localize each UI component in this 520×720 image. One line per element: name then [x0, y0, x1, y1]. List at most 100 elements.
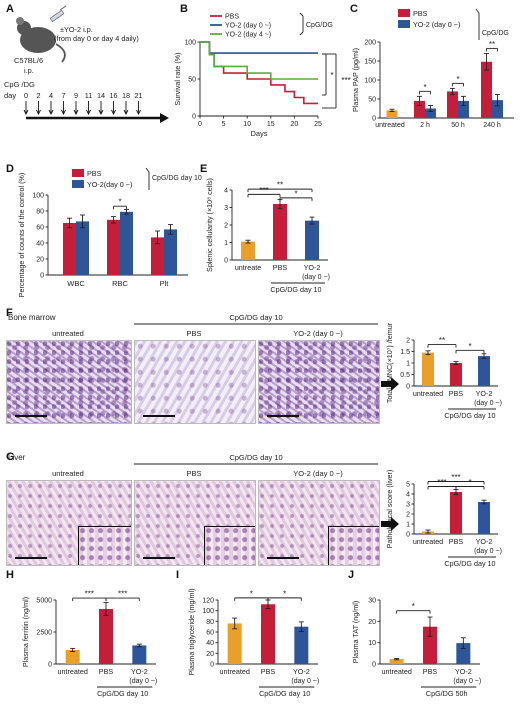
timeline-injection-arrow: [36, 109, 41, 116]
panel-label-H: H: [6, 569, 14, 581]
y-tick-label-C: 200: [364, 40, 376, 47]
panel-label-C: C: [350, 3, 358, 15]
y-tick-label-I: 0: [210, 662, 214, 669]
schematic-day-label: day: [4, 91, 16, 100]
survival-curve-2: [200, 41, 318, 80]
legend-brace-B: [299, 31, 304, 36]
micro-caption-G: PBS: [186, 469, 201, 478]
panel-label-D: D: [6, 163, 14, 175]
micro-caption-F: PBS: [186, 329, 201, 338]
x-tick-label-I: YO-2: [293, 667, 310, 676]
legend-group-label-B: CpG/DG: [306, 22, 333, 29]
x-tick-label-J: YO-2: [455, 667, 472, 676]
y-tick-label-F: 0: [406, 384, 410, 391]
bar-H-0: [65, 649, 80, 664]
y-tick-label-J: 20: [368, 619, 376, 626]
micro-caption-F: YO-2 (day 0 ~): [293, 329, 343, 338]
bar-D-1: [120, 211, 133, 275]
timeline-day-label: 7: [61, 91, 65, 100]
y-tick-label-C: 50: [368, 97, 376, 104]
micrograph-bm-untreated: [6, 340, 132, 424]
group-label-I: CpG/DG day 10: [259, 689, 310, 698]
bar-D-1: [164, 229, 177, 275]
legend-swatch-C: [398, 20, 410, 28]
timeline-day-label: 2: [36, 91, 40, 100]
x-tick-label-H: YO-2: [131, 667, 148, 676]
panel-label-I: I: [176, 569, 179, 581]
y-axis-label-J: Plasma TAT (ng/ml): [351, 601, 360, 664]
timeline-day-label: 16: [109, 91, 117, 100]
micro-title-F: Bone marrow: [8, 313, 56, 322]
sig-mark-C: *: [456, 75, 459, 84]
sig-mark-D: *: [118, 198, 121, 207]
y-tick-label-D: 40: [36, 241, 44, 248]
micrograph-bm-yo2: [258, 340, 380, 424]
timeline-day-label: 11: [85, 91, 93, 100]
timeline-injection-arrow: [98, 109, 104, 116]
legend-label-B: YO-2 (day 0 ~): [225, 23, 271, 30]
legend-brace-B: [299, 12, 304, 17]
timeline-injection-arrow: [48, 109, 54, 116]
sig-mark-B: *: [330, 71, 333, 80]
y-tick-label-D: 100: [32, 193, 44, 200]
sig-mark-H: ***: [118, 590, 127, 599]
y-tick-label-E: 2: [224, 223, 228, 230]
bar-I-0: [227, 623, 242, 664]
timeline-injection-arrow: [86, 109, 91, 116]
y-tick-label-B: 100: [184, 40, 196, 47]
y-axis-label-I: Plasma triglyceride (mg/ml): [187, 588, 196, 675]
bar-E-0: [241, 241, 255, 260]
y-tick-label-D: 20: [36, 257, 44, 264]
bar-H-1: [99, 608, 113, 664]
x-tick-label-J: (day 0 ~): [453, 678, 481, 685]
y-tick-label-J: 30: [368, 598, 376, 605]
sig-mark-G: ***: [451, 473, 460, 482]
y-tick-label-I: 120: [202, 598, 214, 605]
x-tick-label-H: untreated: [57, 667, 87, 676]
y-tick-label-I: 60: [206, 630, 214, 637]
x-tick-label-B: 25: [314, 121, 322, 128]
bar-D-0: [107, 219, 120, 275]
survival-curve-1: [200, 41, 318, 54]
sig-mark-C: **: [489, 40, 495, 49]
schematic-ip-label: i.p.: [24, 66, 34, 75]
sig-mark-I: *: [283, 589, 286, 598]
schematic-mouse-strain: C57BL/6: [14, 56, 43, 65]
group-label-F: CpG/DG day 10: [444, 411, 495, 420]
micro-caption-G: YO-2 (day 0 ~): [293, 469, 343, 478]
x-tick-label-I: PBS: [261, 667, 276, 676]
micrograph-liver-pbs: [134, 480, 256, 566]
y-tick-label-C: 0: [372, 116, 376, 123]
bar-I-2: [294, 626, 309, 664]
sig-mark-E: ***: [259, 186, 268, 195]
syringe-icon: [59, 5, 67, 11]
y-tick-label-B: 50: [188, 77, 196, 84]
y-tick-label-H: 2500: [36, 630, 52, 637]
y-tick-label-F: 1: [406, 361, 410, 368]
bar-G-1: [450, 492, 462, 534]
group-label-E: CpG/DG day 10: [270, 285, 321, 294]
micrograph-liver-untreated: [6, 480, 132, 566]
legend-label-C: YO-2 (day 0 ~): [413, 20, 460, 29]
micrograph-bm-pbs: [134, 340, 256, 424]
y-axis-label-E: Splenic cellularity (×10⁸ cells): [205, 178, 214, 272]
y-tick-label-G: 3: [406, 502, 410, 509]
y-tick-label-I: 40: [206, 640, 214, 647]
bar-D-0: [151, 237, 164, 275]
bar-C-untreated: [386, 110, 398, 118]
bar-D-0: [63, 223, 76, 275]
timeline-injection-arrow: [111, 109, 116, 116]
legend-brace-D: [145, 167, 150, 173]
panel-label-B: B: [180, 3, 188, 15]
y-tick-label-G: 1: [406, 522, 410, 529]
group-label-G: CpG/DG day 10: [444, 559, 495, 568]
micro-group-header-G: CpG/DG day 10: [229, 453, 282, 462]
y-axis-label-G: Pathological score (liver): [385, 470, 394, 549]
y-tick-label-G: 4: [406, 492, 410, 499]
timeline-day-label: 0: [24, 91, 28, 100]
y-tick-label-I: 20: [206, 651, 214, 658]
x-tick-label-B: 0: [198, 121, 202, 128]
arrow-right-icon: [381, 377, 399, 391]
micro-caption-F: untreated: [52, 329, 84, 338]
y-tick-label-C: 100: [364, 78, 376, 85]
